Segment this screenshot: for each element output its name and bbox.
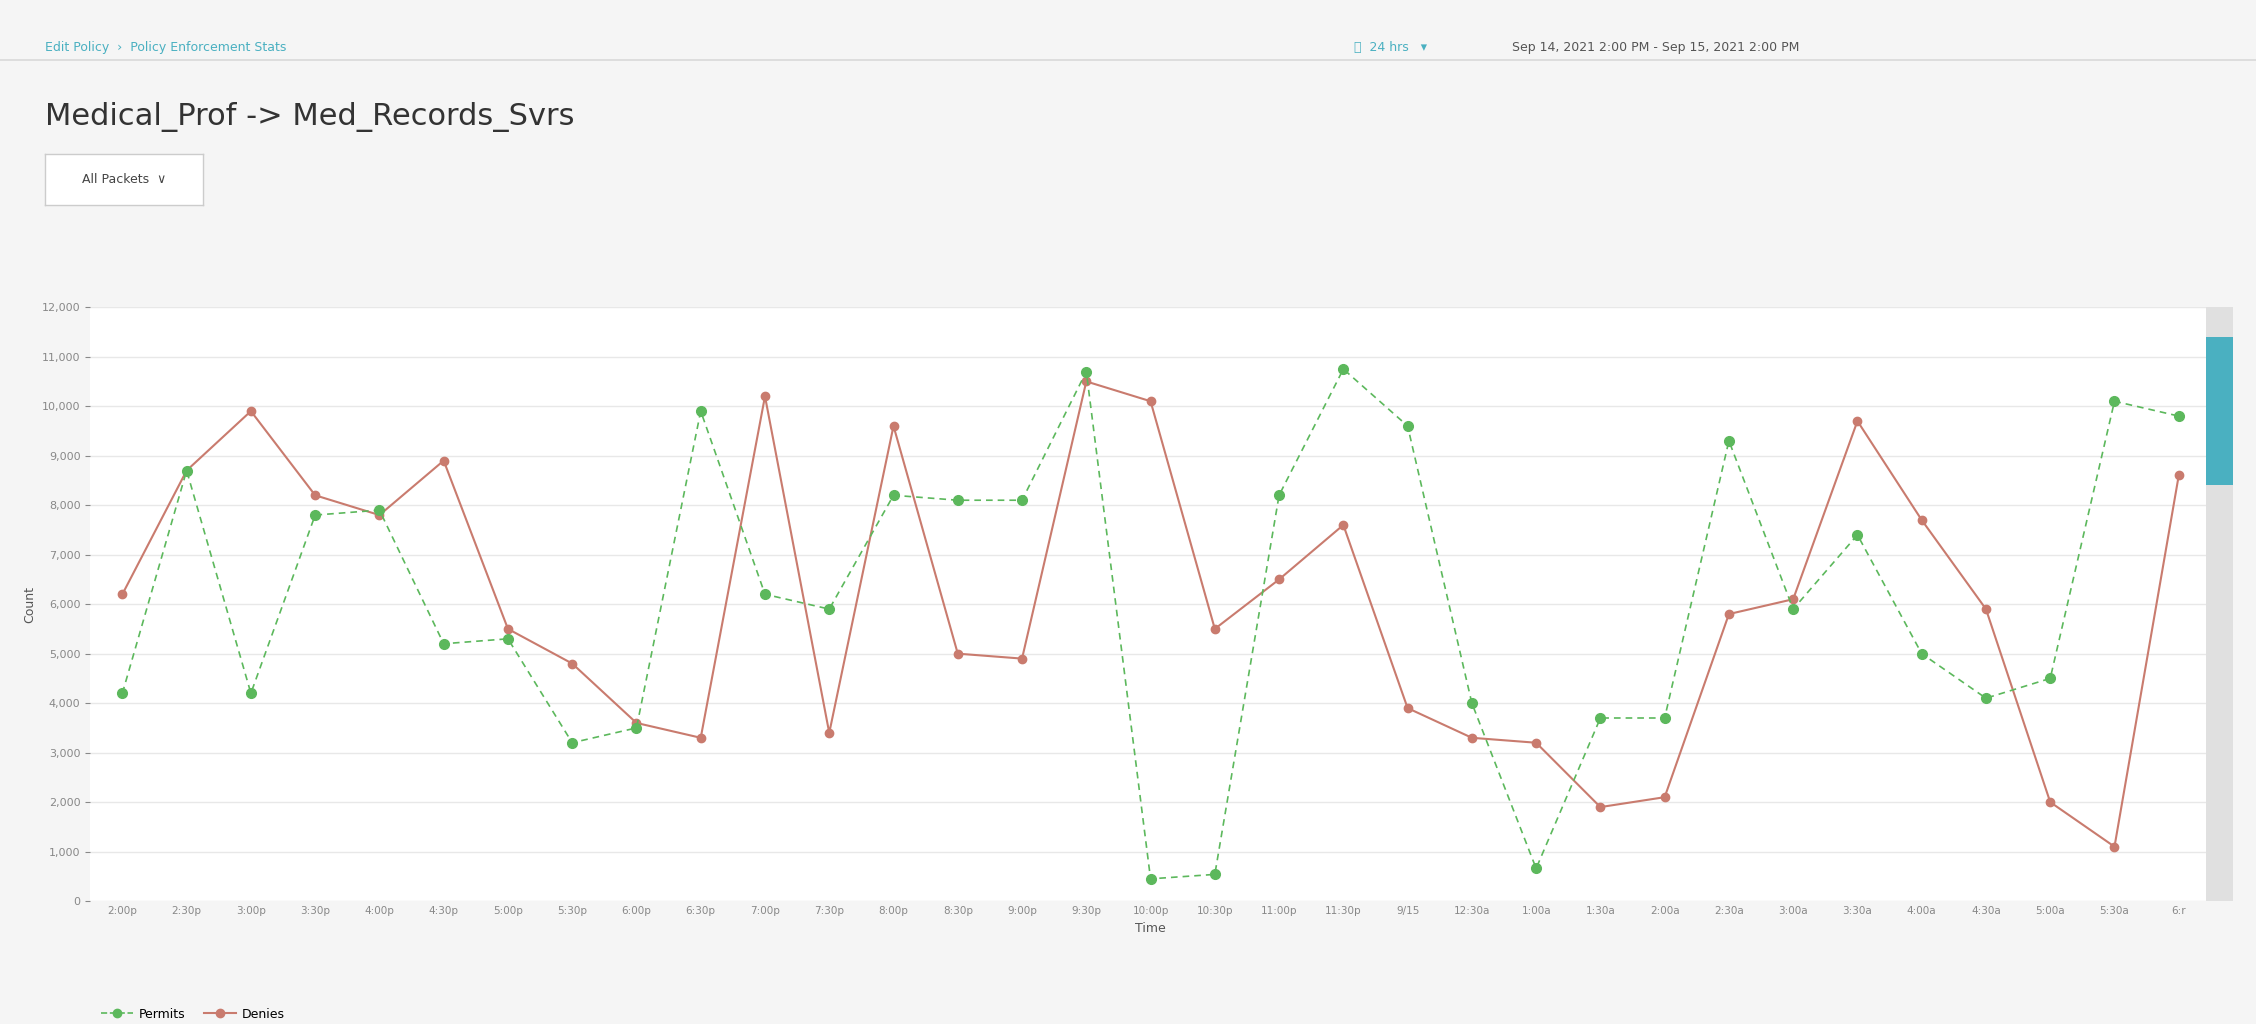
Text: Sep 14, 2021 2:00 PM - Sep 15, 2021 2:00 PM: Sep 14, 2021 2:00 PM - Sep 15, 2021 2:00… (1512, 41, 1798, 54)
Text: Medical_Prof -> Med_Records_Svrs: Medical_Prof -> Med_Records_Svrs (45, 102, 575, 132)
Bar (2206, 337, 2233, 485)
Text: ⓘ  24 hrs   ▾: ⓘ 24 hrs ▾ (1354, 41, 1426, 54)
Text: Edit Policy  ›  Policy Enforcement Stats: Edit Policy › Policy Enforcement Stats (45, 41, 287, 54)
Text: All Packets  ∨: All Packets ∨ (81, 173, 167, 185)
X-axis label: Time: Time (1135, 922, 1166, 935)
Legend: Permits, Denies: Permits, Denies (97, 1002, 289, 1024)
Y-axis label: Count: Count (23, 586, 36, 623)
